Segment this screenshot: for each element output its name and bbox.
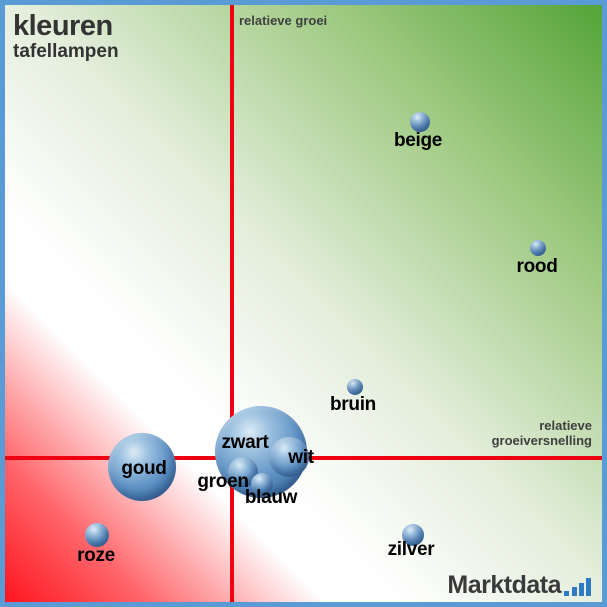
bubble-bruin: [347, 379, 363, 395]
marktdata-logo: Marktdata: [447, 571, 591, 599]
logo-bars-icon: [572, 578, 591, 596]
bubbles-layer: beige rood bruin zwart wit groen blauw goud roze…: [5, 5, 602, 602]
bubble-label-groen: groen: [197, 471, 249, 492]
logo-dot-icon: [564, 591, 569, 596]
title-block: kleuren tafellampen: [13, 11, 119, 62]
chart-subtitle: tafellampen: [13, 41, 119, 62]
bubble-label-roze: roze: [77, 545, 115, 566]
bubble-blauw: [251, 473, 273, 495]
x-axis-label-line1: relatieve: [539, 418, 592, 433]
bubble-label-zwart: zwart: [221, 432, 269, 453]
bubble-beige: [410, 112, 430, 132]
bubble-label-wit: wit: [288, 447, 314, 468]
bubble-label-blauw: blauw: [244, 487, 298, 508]
bubble-zilver: [402, 524, 424, 546]
y-axis-label: relatieve groei: [239, 13, 328, 28]
logo-text: Marktdata: [447, 571, 561, 599]
bubble-label-rood: rood: [516, 256, 558, 277]
bar-chart-icon: [564, 578, 591, 596]
bubble-label-zilver: zilver: [387, 539, 435, 560]
bubble-goud: [108, 433, 176, 501]
chart-title: kleuren: [13, 10, 113, 42]
bubble-label-goud: goud: [121, 458, 167, 479]
bubble-wit: [269, 437, 309, 477]
bubble-rood: [530, 240, 546, 256]
y-axis-line: [230, 5, 234, 602]
bubble-label-beige: beige: [393, 130, 443, 151]
x-axis-label-line2: groeiversnelling: [491, 433, 592, 448]
bubble-label-bruin: bruin: [330, 394, 376, 415]
bubble-roze: [85, 523, 109, 547]
x-axis-label: relatieve groeiversnelling: [492, 418, 592, 448]
